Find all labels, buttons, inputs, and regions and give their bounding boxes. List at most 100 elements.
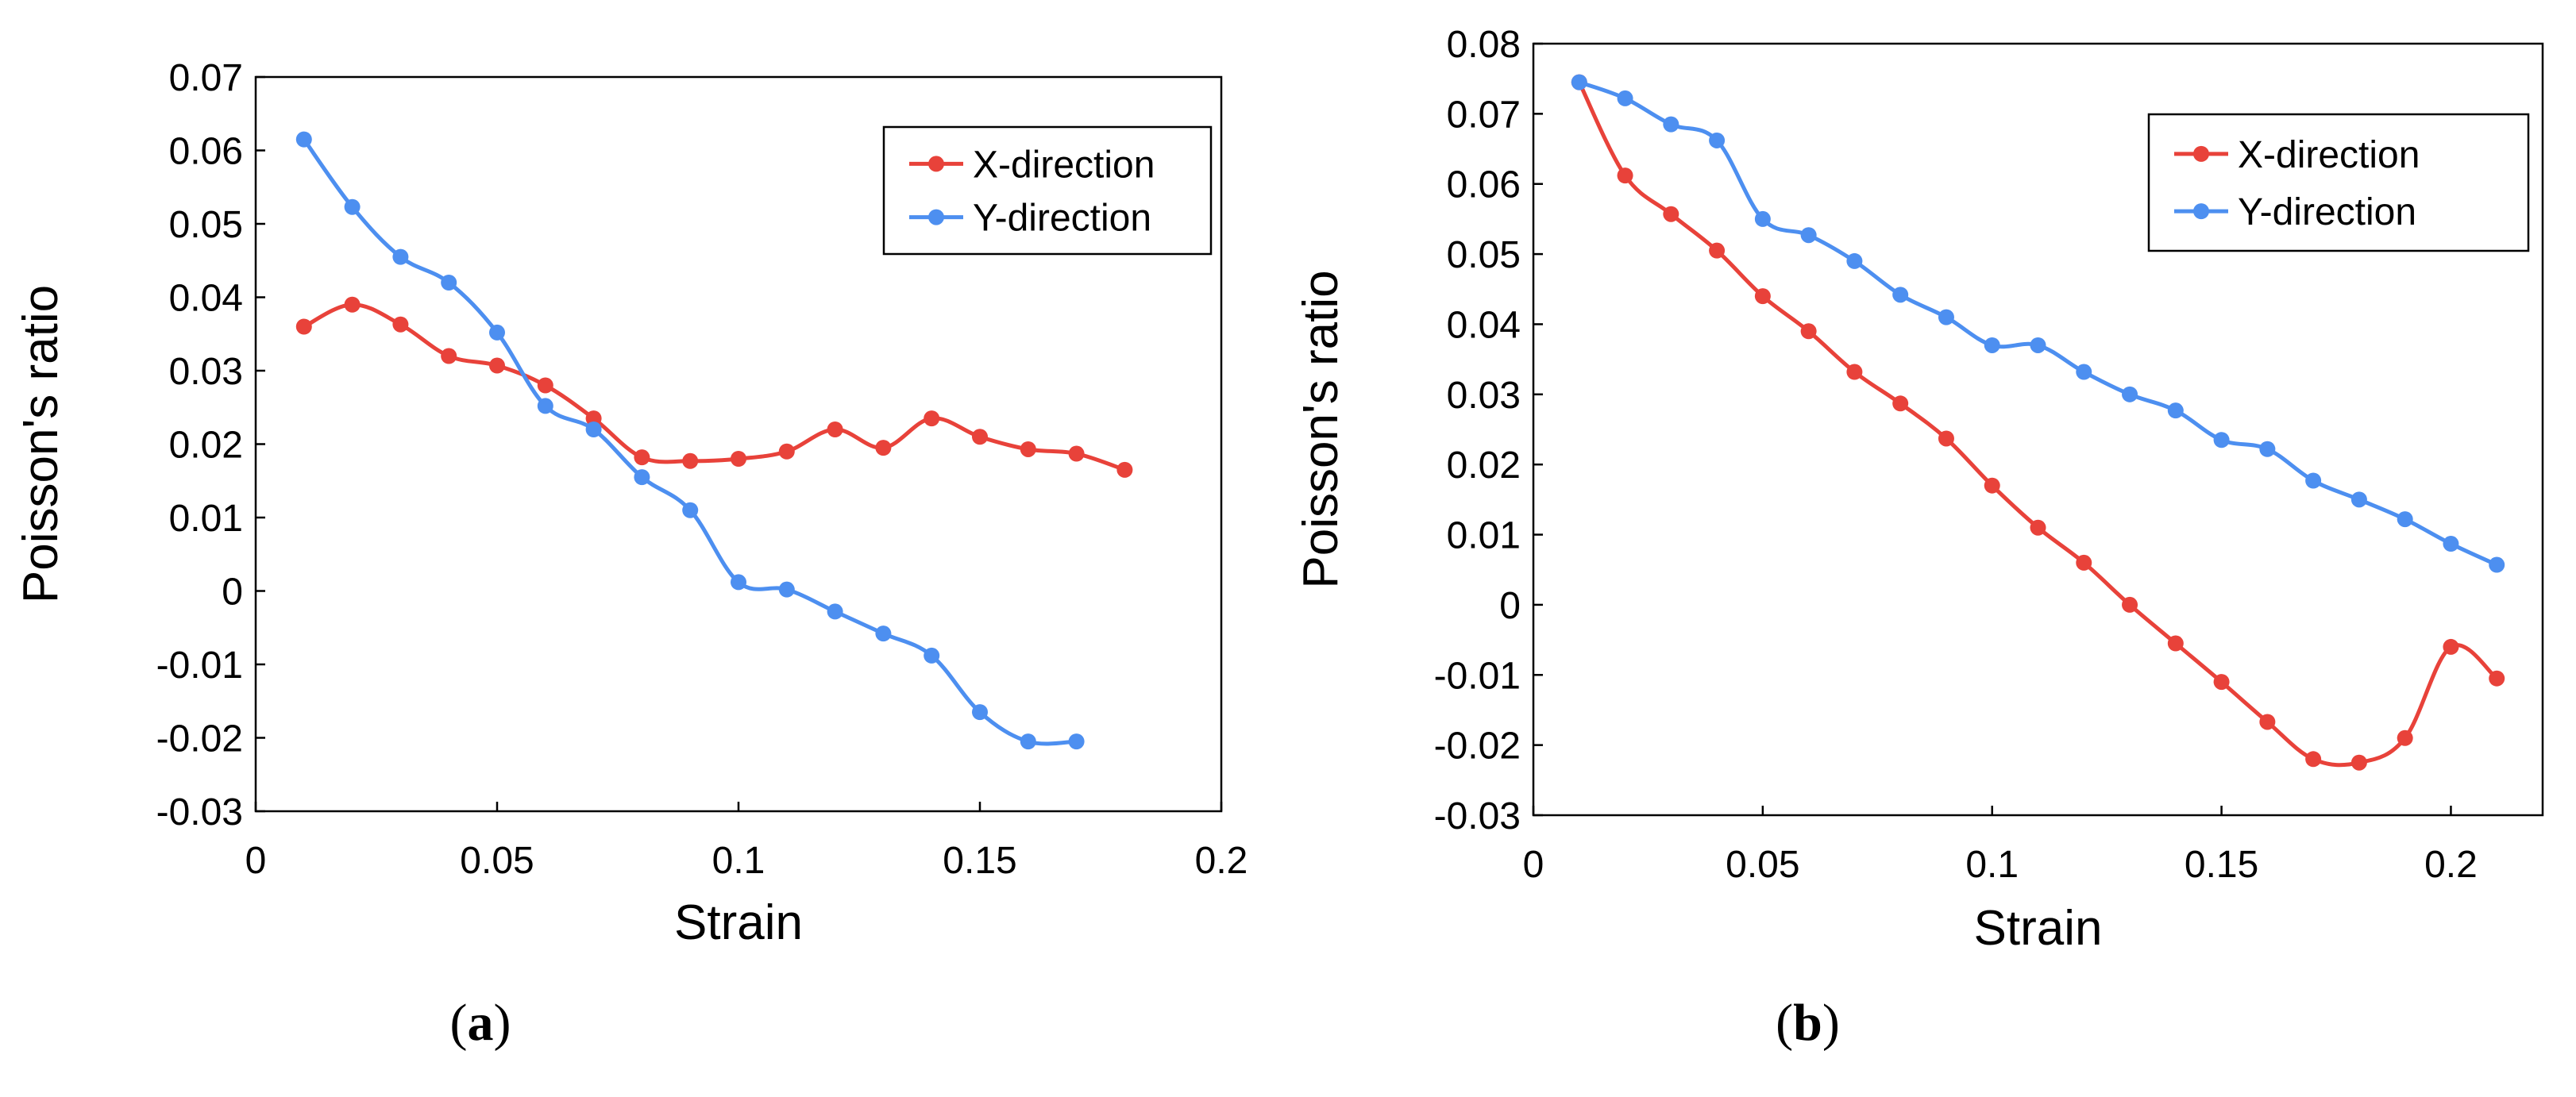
y-tick-label: 0 <box>1499 585 1521 627</box>
panel-caption: (a) <box>450 994 511 1052</box>
legend-label: X-direction <box>2238 134 2420 176</box>
data-point <box>875 625 892 642</box>
data-point <box>2213 432 2230 448</box>
legend-box <box>2147 113 2530 252</box>
data-point <box>634 449 650 466</box>
data-point <box>1571 74 1587 90</box>
y-tick-label: 0.06 <box>1447 164 1521 206</box>
data-point <box>2076 364 2092 380</box>
y-axis-title: Poisson's ratio <box>1294 270 1348 588</box>
y-tick-label: 0.03 <box>169 351 243 393</box>
data-point <box>2259 714 2276 730</box>
data-point <box>2167 402 2184 419</box>
x-tick-label: 0.1 <box>1965 844 2019 886</box>
data-point <box>1938 430 1954 447</box>
y-tick-label: 0.02 <box>169 425 243 467</box>
caption-letter: b <box>1793 994 1822 1052</box>
series-x-direction <box>295 296 1133 478</box>
data-point <box>1984 337 2000 353</box>
legend-label: Y-direction <box>2238 191 2416 233</box>
x-tick-label: 0.2 <box>2424 844 2478 886</box>
y-tick-label: 0.08 <box>1447 24 1521 66</box>
legend-marker <box>2193 145 2209 162</box>
data-point <box>392 248 409 265</box>
data-point <box>1846 364 1863 380</box>
series-y-direction <box>295 131 1085 750</box>
data-point <box>1068 445 1085 462</box>
caption-paren: ( <box>1776 994 1793 1052</box>
legend-marker <box>2193 203 2209 220</box>
series-line <box>1577 80 2499 568</box>
chart-a: -0.03 -0.02 -0.01 0 0.01 0.02 0.03 0.04 0.05 0.06… <box>13 57 1248 1052</box>
data-point <box>2350 754 2367 771</box>
caption-paren: ) <box>1822 994 1840 1052</box>
data-point <box>1846 252 1863 269</box>
legend-label: Y-direction <box>973 198 1151 240</box>
x-tick-label: 0.2 <box>1195 840 1248 882</box>
x-tick-label: 0 <box>1523 844 1544 886</box>
data-point <box>585 410 602 427</box>
x-tick-label: 0 <box>245 840 267 882</box>
data-point <box>924 410 940 427</box>
data-point <box>682 502 699 518</box>
data-point <box>441 275 457 291</box>
data-point <box>1617 90 1633 106</box>
data-point <box>827 603 843 620</box>
data-point <box>2259 441 2276 457</box>
y-tick-label: 0.04 <box>169 278 243 320</box>
data-point <box>1800 323 1817 340</box>
data-point <box>2350 491 2367 508</box>
data-point <box>1709 242 1726 259</box>
x-tick-label: 0.05 <box>1726 844 1799 886</box>
data-point <box>2167 635 2184 652</box>
data-point <box>344 296 361 313</box>
y-tick-label: 0 <box>222 572 243 614</box>
data-point <box>537 377 553 394</box>
x-tick-label: 0.15 <box>2185 844 2258 886</box>
data-point <box>1754 288 1771 305</box>
data-point <box>344 198 361 215</box>
data-point <box>1663 116 1679 133</box>
data-point <box>1709 132 1726 148</box>
data-point <box>827 421 843 437</box>
data-point <box>1020 441 1036 457</box>
x-axis-title: Strain <box>1974 901 2103 956</box>
legend: X-direction Y-direction <box>2147 113 2530 252</box>
x-tick-label: 0.1 <box>712 840 765 882</box>
legend-label: X-direction <box>973 144 1155 186</box>
data-point <box>731 451 746 467</box>
caption-paren: ) <box>494 994 511 1052</box>
y-tick-label: 0.01 <box>169 498 243 540</box>
y-tick-label: -0.01 <box>1434 655 1521 697</box>
data-point <box>2030 337 2046 353</box>
panel-caption: (b) <box>1776 994 1840 1052</box>
x-tick-label: 0.05 <box>460 840 534 882</box>
data-point <box>972 704 988 721</box>
y-tick-label: -0.02 <box>1434 726 1521 768</box>
y-tick-label: 0.07 <box>169 57 243 99</box>
chart-b: -0.03 -0.02 -0.01 0 0.01 0.02 0.03 0.04 0.05 0.06… <box>1294 24 2544 1052</box>
data-point <box>1800 227 1817 244</box>
data-point <box>2030 519 2046 536</box>
series-y-direction <box>1571 74 2505 573</box>
data-point <box>2305 751 2322 768</box>
data-point <box>2213 674 2230 691</box>
data-point <box>1116 461 1133 478</box>
y-axis-title: Poisson's ratio <box>13 285 68 603</box>
data-point <box>1892 287 1909 303</box>
y-tick-label: 0.06 <box>169 131 243 173</box>
caption-letter: a <box>468 994 494 1052</box>
data-point <box>2397 729 2413 746</box>
legend: X-direction Y-direction <box>882 125 1213 256</box>
data-point <box>2489 556 2505 573</box>
data-point <box>1892 395 1909 412</box>
data-point <box>392 316 409 333</box>
data-point <box>1020 733 1036 750</box>
data-point <box>2443 536 2459 552</box>
y-tick-label: 0.05 <box>169 204 243 246</box>
data-point <box>489 357 505 374</box>
data-point <box>778 443 795 460</box>
data-point <box>1617 167 1633 184</box>
data-point <box>2122 386 2138 402</box>
